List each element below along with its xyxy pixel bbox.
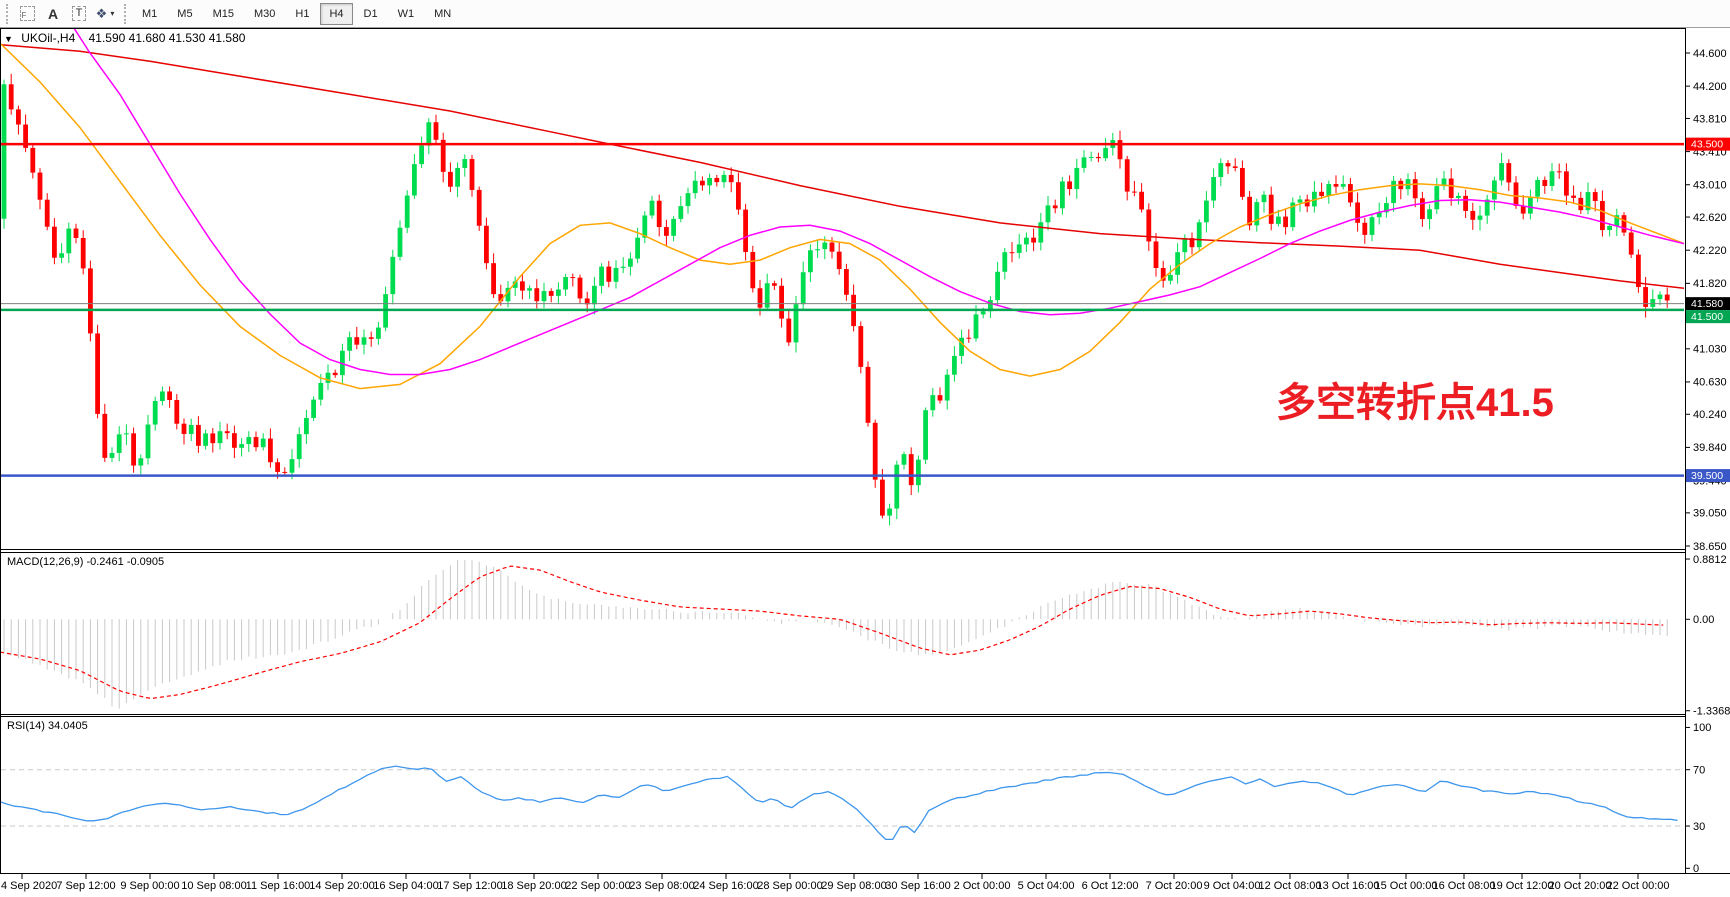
symbol-label: UKOil-,H4 — [21, 31, 76, 45]
price-tick-label: 39.050 — [1693, 508, 1727, 520]
price-tick-label: 41.030 — [1693, 344, 1727, 356]
textbox-t-icon: T — [71, 6, 87, 21]
timeframe-button-W1[interactable]: W1 — [397, 7, 415, 20]
time-tick-label: 20 Oct 20:00 — [1549, 880, 1612, 892]
price-badge — [1686, 310, 1730, 324]
time-tick-label: 9 Oct 04:00 — [1204, 880, 1261, 892]
time-tick-label: 16 Sep 04:00 — [373, 880, 438, 892]
price-tick-label: 39.840 — [1693, 442, 1727, 454]
time-tick-label: 24 Sep 16:00 — [693, 880, 758, 892]
macd-tick-label: 0.00 — [1693, 614, 1714, 626]
timeframe-button-M15[interactable]: M15 — [212, 7, 234, 20]
price-tick-label: 42.620 — [1693, 212, 1727, 224]
time-tick-label: 7 Oct 20:00 — [1146, 880, 1203, 892]
rsi-line — [1, 765, 1678, 841]
price-tick-label: 43.010 — [1693, 180, 1727, 192]
pane-borders — [0, 28, 1730, 874]
time-tick-label: 15 Oct 00:00 — [1375, 880, 1438, 892]
macd-signal-line — [1, 565, 1664, 700]
toolbar-grip[interactable] — [6, 3, 8, 24]
font-a-icon: A — [47, 5, 59, 22]
timeframe-button-M5[interactable]: M5 — [177, 7, 193, 20]
price-tick-label: 40.630 — [1693, 377, 1727, 389]
textbox-tool-button[interactable]: T — [66, 3, 92, 25]
price-badge — [1686, 469, 1730, 483]
price-axis[interactable]: 44.60044.20043.81043.41043.01042.62042.2… — [1685, 48, 1730, 875]
price-tick-label: 44.200 — [1693, 81, 1727, 93]
macd-pane[interactable] — [0, 559, 1668, 709]
price-badge-label: 39.500 — [1691, 470, 1723, 482]
chart-title: ▼ UKOil-,H4 41.590 41.680 41.530 41.580 — [4, 31, 245, 45]
time-tick-label: 14 Sep 20:00 — [309, 880, 374, 892]
timeframe-button-H4[interactable]: H4 — [320, 2, 353, 25]
rsi-tick-label: 0 — [1693, 863, 1699, 875]
macd-tick-label: 0.8812 — [1693, 554, 1727, 566]
time-tick-label: 2 Oct 00:00 — [954, 880, 1011, 892]
time-tick-label: 9 Sep 00:00 — [120, 880, 179, 892]
rsi-pane[interactable] — [0, 765, 1684, 841]
text-label-tool-button[interactable]: A — [40, 3, 66, 25]
time-tick-label: 29 Sep 08:00 — [821, 880, 886, 892]
timeframe-button-H1[interactable]: H1 — [295, 7, 310, 20]
time-tick-label: 28 Sep 00:00 — [757, 880, 822, 892]
time-tick-label: 19 Oct 12:00 — [1491, 880, 1554, 892]
price-tick-label: 41.820 — [1693, 278, 1727, 290]
timeframe-toolbar: M1 M5 M15 M30 H1 H4 D1 W1 MN — [132, 2, 461, 25]
shapes-tool-button[interactable]: ❖ ▾ — [92, 3, 118, 25]
price-tick-label: 43.810 — [1693, 113, 1727, 125]
price-badge-label: 43.500 — [1691, 139, 1723, 151]
toolbar-grip[interactable] — [124, 3, 126, 24]
price-badge — [1686, 137, 1730, 151]
time-tick-label: 18 Sep 20:00 — [501, 880, 566, 892]
shapes-icon: ❖ — [95, 5, 108, 21]
time-tick-label: 11 Sep 16:00 — [246, 880, 311, 892]
toolbar: F A T ❖ ▾ M1 M5 M15 M30 H1 H4 D1 W1 MN — [0, 0, 1730, 28]
rsi-tick-label: 30 — [1693, 821, 1705, 833]
price-badge — [1686, 297, 1730, 311]
macd-tick-label: -1.3368 — [1693, 706, 1730, 718]
time-tick-label: 17 Sep 12:00 — [437, 880, 502, 892]
price-badge-label: 41.500 — [1691, 311, 1723, 323]
price-badge-label: 41.580 — [1691, 298, 1723, 310]
triangle-down-icon: ▼ — [4, 34, 13, 44]
ma-red-line — [1, 44, 1684, 290]
time-tick-label: 30 Sep 16:00 — [885, 880, 950, 892]
time-tick-label: 12 Oct 08:00 — [1259, 880, 1322, 892]
price-tick-label: 40.240 — [1693, 409, 1727, 421]
time-tick-label: 22 Oct 00:00 — [1607, 880, 1670, 892]
annotation-text: 多空转折点41.5 — [1276, 381, 1554, 425]
time-tick-label: 13 Oct 16:00 — [1317, 880, 1380, 892]
time-tick-label: 10 Sep 08:00 — [181, 880, 246, 892]
rsi-indicator-label: RSI(14) 34.0405 — [7, 720, 88, 732]
main-price-pane[interactable] — [0, 16, 1685, 526]
ma-orange-line — [1, 43, 1684, 390]
timeframe-button-M1[interactable]: M1 — [142, 7, 158, 20]
price-tick-label: 38.650 — [1693, 541, 1727, 553]
time-tick-label: 4 Sep 2020 — [1, 880, 57, 892]
time-axis[interactable]: 4 Sep 2020 7 Sep 12:00 9 Sep 00:00 10 Sep 0… — [1, 873, 1670, 893]
price-tick-label: 44.600 — [1693, 48, 1727, 60]
timeframe-button-D1[interactable]: D1 — [363, 7, 378, 20]
time-tick-label: 16 Oct 08:00 — [1433, 880, 1496, 892]
rsi-tick-label: 70 — [1693, 764, 1705, 776]
macd-indicator-label: MACD(12,26,9) -0.2461 -0.0905 — [7, 556, 165, 568]
price-tick-label: 42.220 — [1693, 245, 1727, 257]
frame-f-icon: F — [19, 6, 35, 21]
timeframe-button-MN[interactable]: MN — [434, 7, 452, 20]
time-tick-label: 22 Sep 00:00 — [565, 880, 630, 892]
ma-magenta-line — [73, 29, 1684, 376]
rsi-tick-label: 100 — [1693, 722, 1711, 734]
time-tick-label: 6 Oct 12:00 — [1082, 880, 1139, 892]
time-tick-label: 7 Sep 12:00 — [56, 880, 115, 892]
time-tick-label: 5 Oct 04:00 — [1018, 880, 1075, 892]
frame-tool-button[interactable]: F — [14, 3, 40, 25]
timeframe-button-M30[interactable]: M30 — [253, 7, 276, 20]
candles-layer — [1, 73, 1670, 526]
time-tick-label: 23 Sep 08:00 — [629, 880, 694, 892]
chevron-down-icon: ▾ — [110, 9, 115, 18]
ohlc-values: 41.590 41.680 41.530 41.580 — [88, 31, 246, 45]
